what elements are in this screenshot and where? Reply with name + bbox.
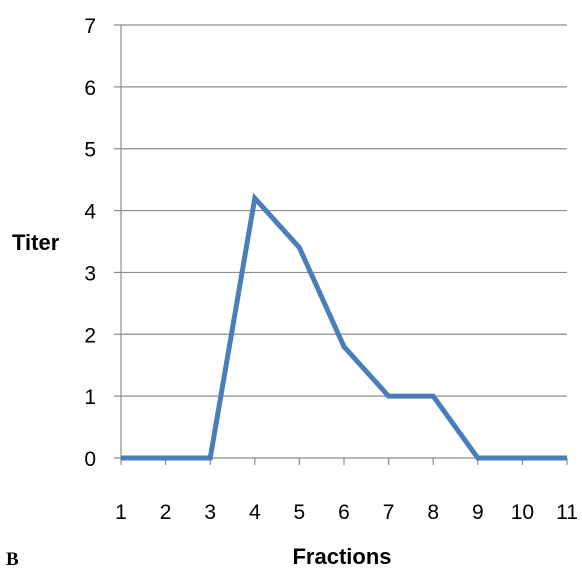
y-tick-labels: 0 1 2 3 4 5 6 7 [84, 15, 96, 471]
y-tick-label-0: 0 [84, 448, 96, 471]
y-tick-label-3: 3 [84, 262, 96, 285]
y-tick-label-4: 4 [84, 201, 96, 224]
y-tick-label-7: 7 [84, 15, 96, 38]
y-tick-label-1: 1 [84, 386, 96, 409]
x-tick-label-8: 8 [427, 501, 439, 524]
x-tick-label-5: 5 [294, 501, 306, 524]
y-axis-title: Titer [12, 230, 60, 255]
x-tick-label-10: 10 [511, 501, 534, 524]
x-tick-label-9: 9 [472, 501, 484, 524]
y-tick-label-5: 5 [84, 139, 96, 162]
series-layer [120, 192, 568, 461]
x-tick-label-7: 7 [383, 501, 395, 524]
panel-label: B [6, 549, 19, 570]
series-line-0 [121, 192, 567, 461]
x-axis-title: Fractions [292, 544, 391, 569]
y-tick-label-2: 2 [84, 324, 96, 347]
x-tick-labels: 1 2 3 4 5 6 7 8 9 10 11 [115, 501, 578, 524]
x-tick-label-3: 3 [204, 501, 216, 524]
x-tick-label-2: 2 [160, 501, 172, 524]
x-tick-label-6: 6 [338, 501, 350, 524]
axes [114, 24, 568, 465]
gridlines [121, 24, 567, 397]
x-tick-label-1: 1 [115, 501, 127, 524]
y-tick-label-6: 6 [84, 77, 96, 100]
x-tick-label-4: 4 [249, 501, 261, 524]
x-tick-label-11: 11 [556, 501, 578, 524]
